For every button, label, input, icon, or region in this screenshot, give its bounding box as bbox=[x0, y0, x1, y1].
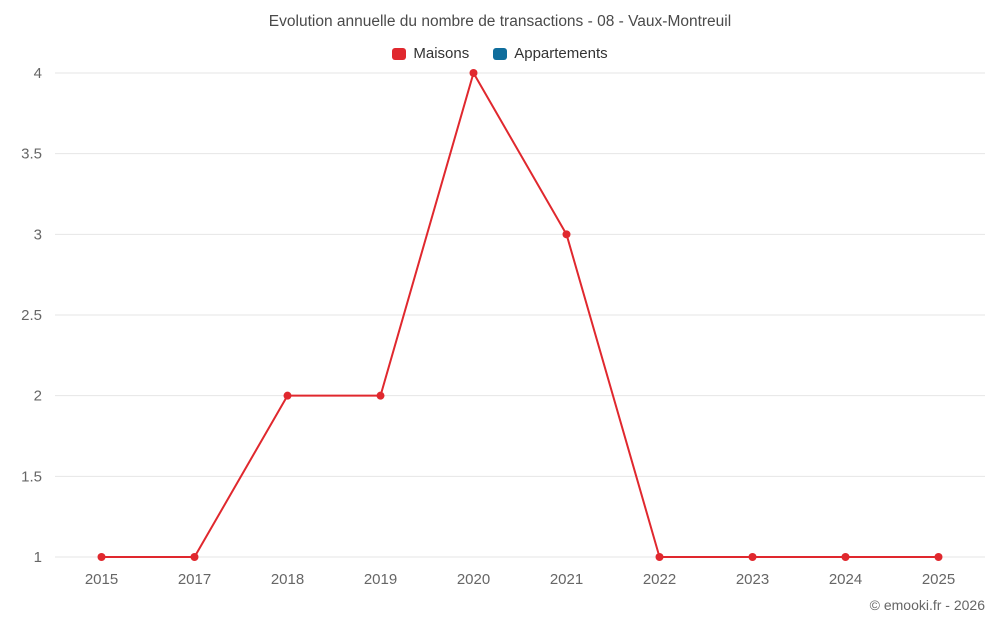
y-tick-label: 2 bbox=[34, 388, 42, 405]
legend-label-maisons: Maisons bbox=[413, 45, 470, 62]
point-marker[interactable] bbox=[562, 230, 571, 239]
x-tick-label: 2020 bbox=[457, 571, 490, 588]
x-tick-label: 2022 bbox=[643, 571, 676, 588]
appartements-series-marker-icon bbox=[493, 47, 508, 60]
y-tick-label: 3 bbox=[34, 226, 42, 243]
point-marker[interactable] bbox=[190, 553, 199, 561]
x-tick-label: 2015 bbox=[85, 571, 118, 588]
point-marker[interactable] bbox=[283, 391, 292, 400]
chart-title: Evolution annuelle du nombre de transact… bbox=[268, 13, 732, 30]
legend-item-appartements[interactable]: Appartements bbox=[493, 45, 608, 62]
legend-label-appartements: Appartements bbox=[514, 45, 608, 62]
point-marker[interactable] bbox=[655, 553, 664, 561]
y-tick-label: 2.5 bbox=[21, 307, 42, 324]
y-tick-label: 4 bbox=[34, 65, 42, 82]
legend: Maisons Appartements bbox=[0, 45, 1000, 62]
x-tick-label: 2021 bbox=[550, 571, 583, 588]
maisons-series-marker-icon bbox=[392, 47, 407, 60]
point-marker[interactable] bbox=[841, 553, 850, 561]
point-marker[interactable] bbox=[376, 391, 385, 400]
x-tick-label: 2018 bbox=[271, 571, 304, 588]
point-marker[interactable] bbox=[748, 553, 757, 561]
y-tick-label: 3.5 bbox=[21, 146, 42, 163]
x-tick-label: 2024 bbox=[829, 571, 862, 588]
y-tick-label: 1 bbox=[34, 549, 42, 566]
legend-item-maisons[interactable]: Maisons bbox=[392, 45, 469, 62]
y-tick-label: 1.5 bbox=[21, 468, 42, 485]
point-marker[interactable] bbox=[97, 553, 106, 561]
x-tick-label: 2025 bbox=[922, 571, 955, 588]
copyright: © emooki.fr - 2026 bbox=[869, 597, 985, 613]
x-tick-label: 2019 bbox=[364, 571, 397, 588]
x-tick-label: 2017 bbox=[178, 571, 211, 588]
series-line-maisons bbox=[100, 72, 940, 558]
point-marker[interactable] bbox=[934, 553, 943, 561]
point-marker[interactable] bbox=[469, 69, 478, 77]
x-tick-label: 2023 bbox=[736, 571, 769, 588]
